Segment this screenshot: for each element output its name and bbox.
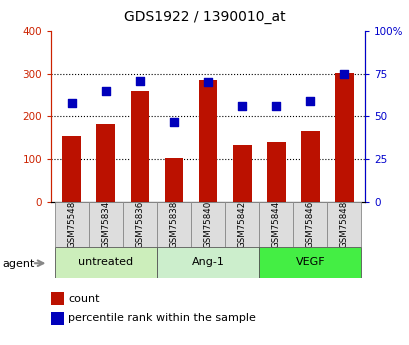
Bar <box>266 142 285 202</box>
FancyBboxPatch shape <box>157 247 258 278</box>
Bar <box>130 91 149 202</box>
FancyBboxPatch shape <box>54 202 88 247</box>
Text: Ang-1: Ang-1 <box>191 257 224 267</box>
Point <box>204 80 211 85</box>
Text: GSM75844: GSM75844 <box>271 201 280 248</box>
Bar <box>62 136 81 202</box>
Text: GSM75846: GSM75846 <box>305 201 314 248</box>
Bar <box>51 292 63 305</box>
Bar <box>96 124 115 202</box>
Point <box>340 71 347 77</box>
Text: GSM75848: GSM75848 <box>339 201 348 248</box>
Text: GSM75840: GSM75840 <box>203 201 212 248</box>
Text: GDS1922 / 1390010_at: GDS1922 / 1390010_at <box>124 10 285 24</box>
FancyBboxPatch shape <box>292 202 327 247</box>
Bar <box>334 73 353 202</box>
Text: GSM75834: GSM75834 <box>101 201 110 248</box>
FancyBboxPatch shape <box>157 202 191 247</box>
FancyBboxPatch shape <box>258 202 292 247</box>
Point <box>102 88 109 93</box>
Text: GSM75548: GSM75548 <box>67 201 76 248</box>
Text: untreated: untreated <box>78 257 133 267</box>
Bar <box>232 146 251 202</box>
Text: GSM75836: GSM75836 <box>135 201 144 248</box>
FancyBboxPatch shape <box>225 202 258 247</box>
Bar <box>164 158 183 202</box>
Bar <box>51 312 63 325</box>
Bar <box>198 80 217 202</box>
FancyBboxPatch shape <box>123 202 157 247</box>
Text: GSM75842: GSM75842 <box>237 201 246 248</box>
FancyBboxPatch shape <box>327 202 361 247</box>
Point <box>272 104 279 109</box>
Point <box>306 98 313 104</box>
Text: percentile rank within the sample: percentile rank within the sample <box>68 314 256 323</box>
Text: VEGF: VEGF <box>295 257 324 267</box>
Text: agent: agent <box>2 259 34 269</box>
Text: GSM75838: GSM75838 <box>169 201 178 248</box>
Bar <box>300 131 319 202</box>
FancyBboxPatch shape <box>54 247 157 278</box>
Point <box>136 78 143 83</box>
FancyBboxPatch shape <box>191 202 225 247</box>
FancyBboxPatch shape <box>258 247 361 278</box>
Point <box>238 104 245 109</box>
Point <box>68 100 75 106</box>
FancyBboxPatch shape <box>88 202 123 247</box>
Text: count: count <box>68 294 100 304</box>
Point <box>170 119 177 124</box>
